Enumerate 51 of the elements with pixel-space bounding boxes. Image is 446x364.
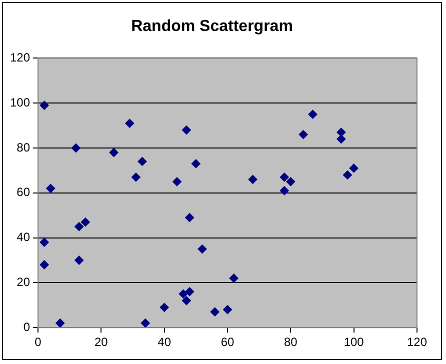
point	[343, 170, 352, 180]
y-tick-label: 20	[16, 275, 30, 290]
x-tick-label: 120	[406, 335, 428, 350]
point	[40, 260, 49, 270]
y-tick-label: 120	[10, 50, 30, 65]
x-tick-label: 80	[284, 335, 298, 350]
point	[349, 164, 358, 173]
point	[109, 148, 118, 157]
point	[308, 110, 318, 119]
point	[172, 177, 182, 186]
point	[46, 184, 56, 193]
point	[298, 130, 308, 140]
y-tick-label: 80	[16, 140, 30, 154]
point	[56, 318, 65, 328]
y-tick-label: 60	[16, 185, 30, 200]
y-tick-label: 0	[23, 320, 30, 334]
point	[210, 307, 220, 316]
point	[280, 186, 289, 196]
point	[74, 256, 84, 265]
point	[74, 222, 84, 232]
point	[125, 118, 134, 128]
point	[248, 174, 258, 184]
y-tick-label: 100	[10, 95, 30, 110]
point	[182, 126, 191, 135]
point	[336, 128, 346, 137]
point	[191, 159, 200, 168]
chart-title: Random Scattergram	[131, 18, 293, 36]
point	[138, 156, 147, 166]
point	[140, 318, 150, 328]
point	[182, 296, 191, 306]
point	[229, 274, 238, 283]
point	[80, 218, 90, 227]
point	[280, 172, 289, 182]
point	[185, 287, 194, 296]
point	[185, 213, 194, 222]
x-tick-label: 60	[220, 335, 235, 350]
point	[178, 289, 188, 298]
x-tick-label: 20	[94, 335, 108, 350]
point	[131, 172, 140, 182]
point	[286, 177, 296, 186]
x-tick-label: 100	[344, 335, 364, 350]
y-tick-label: 40	[16, 230, 30, 244]
point	[160, 302, 169, 312]
point	[198, 244, 207, 254]
x-tick-label: 0	[34, 335, 42, 350]
point	[223, 305, 232, 314]
point	[40, 238, 49, 247]
point	[71, 144, 80, 152]
point	[40, 100, 49, 110]
x-tick-label: 40	[158, 335, 172, 350]
point	[336, 134, 346, 144]
